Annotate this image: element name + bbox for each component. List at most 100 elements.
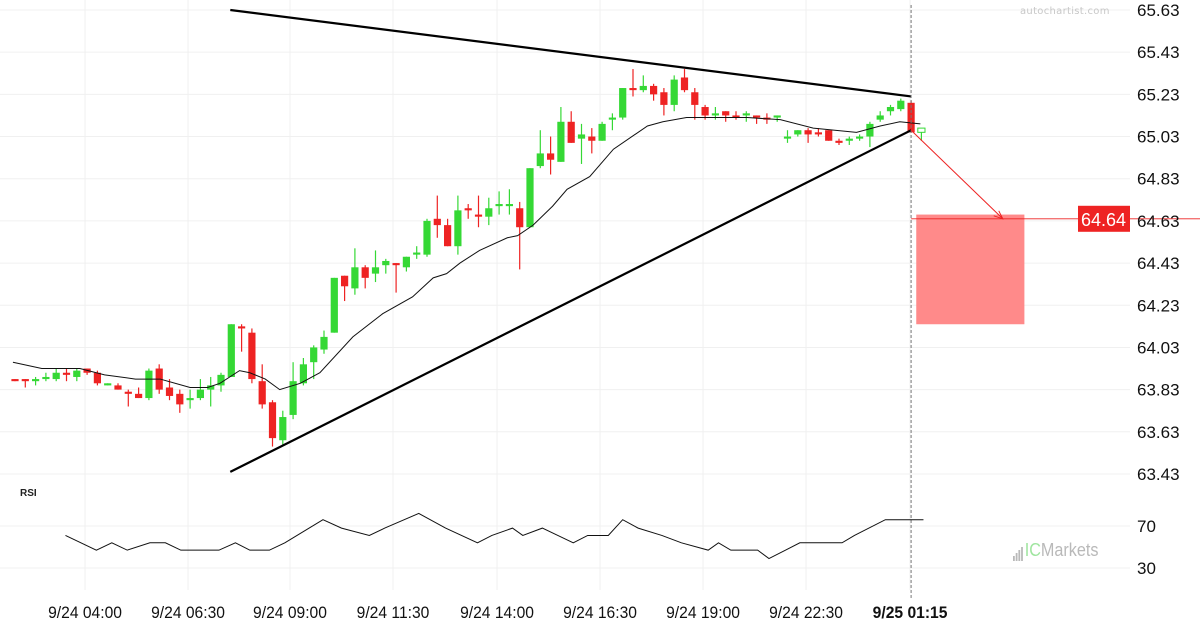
logo-markets: Markets xyxy=(1040,540,1099,560)
time-tick-label: 9/24 22:30 xyxy=(769,603,843,622)
candle-body xyxy=(104,383,112,386)
candle-body xyxy=(11,379,19,382)
candle-body xyxy=(495,204,503,207)
candle-body xyxy=(526,168,534,228)
candle-body xyxy=(433,218,441,226)
candle-body xyxy=(783,136,792,139)
arrow-head-icon xyxy=(993,210,1004,220)
moving-average-line xyxy=(12,117,921,391)
candle-body xyxy=(866,123,874,137)
price-tick-label: 63.83 xyxy=(1137,381,1180,400)
candle-body xyxy=(32,379,40,382)
time-tick-label: 9/25 01:15 xyxy=(873,603,948,622)
candle-body xyxy=(639,85,647,91)
candle-body xyxy=(42,376,50,380)
candle-body xyxy=(619,88,627,118)
time-tick-label: 9/24 19:00 xyxy=(666,603,740,622)
candle-body xyxy=(650,85,658,95)
candle-body xyxy=(52,372,60,380)
candle-body xyxy=(444,225,452,247)
candle-body xyxy=(814,132,822,135)
forecast xyxy=(910,5,1200,598)
candle-body xyxy=(897,100,905,110)
rsi-title: RSI xyxy=(20,488,37,499)
candle-body xyxy=(196,389,204,399)
candle-body xyxy=(299,364,307,384)
candle-body xyxy=(670,79,678,105)
resistance-trendline xyxy=(230,8,912,98)
autochartist-watermark: autochartist.com xyxy=(1020,6,1110,17)
price-tick-label: 65.63 xyxy=(1137,1,1180,20)
candle-body xyxy=(660,92,668,105)
rsi-panel xyxy=(65,512,924,560)
candle-body xyxy=(536,153,544,167)
candle-body xyxy=(917,127,926,133)
candle-body xyxy=(742,113,750,116)
price-tick-label: 63.63 xyxy=(1137,423,1180,442)
time-tick-label: 9/24 14:00 xyxy=(460,603,534,622)
candle-body xyxy=(330,277,338,333)
candle-body xyxy=(588,136,596,141)
candles xyxy=(11,69,926,447)
trendlines xyxy=(229,8,912,473)
candle-body xyxy=(73,370,81,377)
price-tick-label: 64.43 xyxy=(1137,254,1180,273)
candle-body xyxy=(629,88,637,91)
candle-body xyxy=(227,324,235,377)
candle-body xyxy=(268,402,277,439)
candle-body xyxy=(876,115,884,120)
candle-body xyxy=(258,381,266,405)
icmarkets-logo: IC Markets xyxy=(1013,540,1099,561)
candle-body xyxy=(62,372,71,375)
price-tick-label: 65.23 xyxy=(1137,85,1180,104)
candle-body xyxy=(392,263,400,266)
candle-body xyxy=(547,153,555,160)
candle-body xyxy=(402,256,410,268)
target-price-label: 64.64 xyxy=(1081,210,1126,230)
time-tick-label: 9/24 09:00 xyxy=(253,603,327,622)
candle-body xyxy=(135,393,143,399)
candle-body xyxy=(577,134,586,139)
candle-body xyxy=(114,385,122,390)
candle-body xyxy=(505,204,513,207)
candle-body xyxy=(124,391,132,394)
candle-body xyxy=(165,387,174,396)
target-zone-rect xyxy=(916,214,1025,325)
candle-body xyxy=(248,332,256,380)
price-tick-label: 65.43 xyxy=(1137,43,1180,62)
candle-body xyxy=(753,115,761,118)
candle-body xyxy=(217,374,225,386)
candle-body xyxy=(701,107,709,116)
price-tick-label: 64.03 xyxy=(1137,338,1180,357)
candle-body xyxy=(382,260,390,266)
candle-body xyxy=(351,267,359,289)
candle-body xyxy=(310,347,318,363)
price-tick-label: 64.83 xyxy=(1137,170,1180,189)
candle-body xyxy=(279,417,287,441)
logo-ic: IC xyxy=(1024,540,1041,560)
moving-average xyxy=(12,117,921,391)
price-tick-label: 63.43 xyxy=(1137,465,1180,484)
price-tick-label: 64.63 xyxy=(1137,212,1180,231)
candle-body xyxy=(454,210,462,247)
bars-icon xyxy=(1013,547,1023,561)
candle-body xyxy=(485,208,493,217)
rsi-tick-label: 70 xyxy=(1137,517,1156,536)
price-tick-label: 64.23 xyxy=(1137,296,1180,315)
candle-body xyxy=(794,130,802,135)
candle-body xyxy=(145,370,153,399)
support-trendline xyxy=(229,129,912,473)
candle-body xyxy=(516,208,524,228)
time-tick-label: 9/24 16:30 xyxy=(563,603,637,622)
rsi-line xyxy=(65,512,924,560)
candle-body xyxy=(93,372,101,384)
candle-body xyxy=(691,92,699,105)
candle-body xyxy=(598,123,606,141)
candle-body xyxy=(474,214,483,217)
candle-body xyxy=(341,275,349,287)
candle-body xyxy=(567,121,575,143)
candle-body xyxy=(886,107,895,112)
candle-body xyxy=(711,113,719,116)
axes: 65.63 65.43 65.23 65.03 64.83 64.63 64.43 64.23… xyxy=(48,1,1179,622)
